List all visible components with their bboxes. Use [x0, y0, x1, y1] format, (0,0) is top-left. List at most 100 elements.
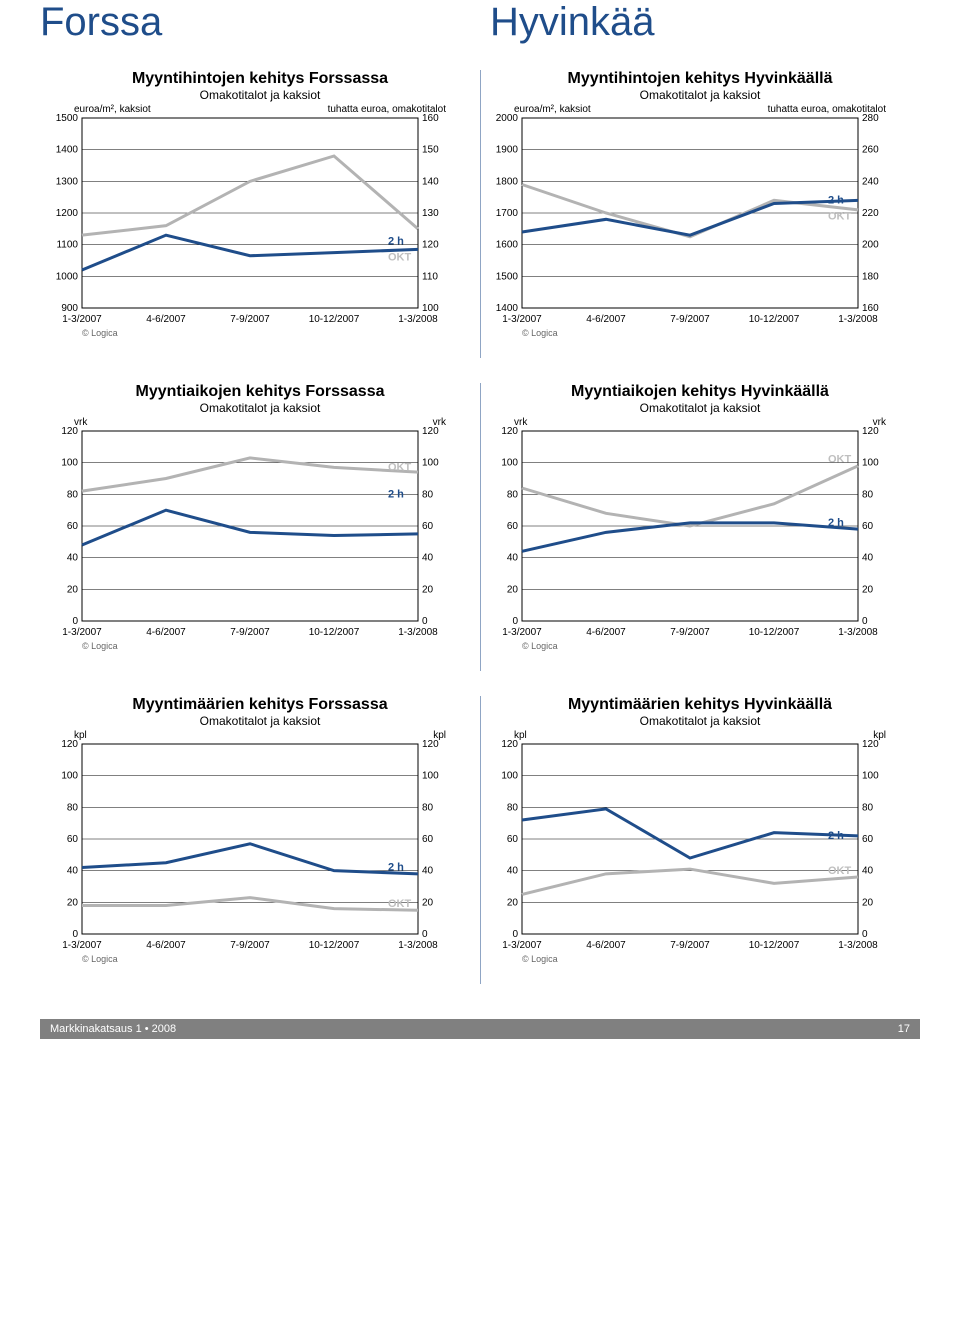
- y-left-label: euroa/m², kaksiot: [514, 104, 591, 115]
- svg-text:60: 60: [422, 521, 434, 532]
- vertical-divider: [480, 383, 481, 671]
- svg-text:20: 20: [862, 897, 874, 908]
- svg-text:2 h: 2 h: [388, 489, 404, 501]
- svg-text:1100: 1100: [56, 240, 78, 251]
- svg-text:10-12/2007: 10-12/2007: [749, 940, 800, 951]
- svg-text:130: 130: [422, 208, 439, 219]
- svg-text:80: 80: [422, 489, 434, 500]
- svg-text:20: 20: [422, 897, 434, 908]
- y-right-label: tuhatta euroa, omakotitalot: [768, 104, 886, 115]
- svg-text:40: 40: [862, 866, 874, 877]
- y-left-label: euroa/m², kaksiot: [74, 104, 151, 115]
- svg-text:7-9/2007: 7-9/2007: [230, 314, 270, 325]
- row-times: Myyntiaikojen kehitys Forssassa Omakotita…: [40, 383, 920, 671]
- svg-text:4-6/2007: 4-6/2007: [146, 940, 186, 951]
- y-right-label: kpl: [433, 730, 446, 741]
- svg-text:4-6/2007: 4-6/2007: [146, 314, 186, 325]
- svg-text:1400: 1400: [496, 303, 519, 314]
- y-left-label: vrk: [514, 417, 527, 428]
- svg-text:100: 100: [422, 458, 439, 469]
- chart-subtitle: Omakotitalot ja kaksiot: [490, 88, 910, 102]
- svg-text:10-12/2007: 10-12/2007: [749, 314, 800, 325]
- svg-text:© Logica: © Logica: [82, 328, 118, 338]
- svg-text:20: 20: [862, 584, 874, 595]
- chart-title: Myyntihintojen kehitys Hyvinkäällä: [490, 70, 910, 88]
- svg-text:80: 80: [862, 489, 874, 500]
- svg-text:100: 100: [422, 303, 439, 314]
- svg-text:1500: 1500: [496, 271, 519, 282]
- svg-text:1-3/2007: 1-3/2007: [502, 627, 542, 638]
- chart-area: euroa/m², kaksiottuhatta euroa, omakotit…: [490, 108, 910, 358]
- y-right-label: kpl: [873, 730, 886, 741]
- svg-text:80: 80: [507, 802, 519, 813]
- chart-title: Myyntiaikojen kehitys Hyvinkäällä: [490, 383, 910, 401]
- svg-text:OKT: OKT: [828, 210, 852, 222]
- svg-text:60: 60: [507, 834, 519, 845]
- svg-text:10-12/2007: 10-12/2007: [309, 627, 360, 638]
- svg-text:1-3/2008: 1-3/2008: [398, 314, 438, 325]
- svg-text:40: 40: [67, 553, 79, 564]
- svg-text:10-12/2007: 10-12/2007: [309, 314, 360, 325]
- chart-title: Myyntimäärien kehitys Hyvinkäällä: [490, 696, 910, 714]
- svg-text:100: 100: [501, 458, 518, 469]
- svg-text:120: 120: [422, 240, 439, 251]
- svg-text:40: 40: [422, 866, 434, 877]
- svg-text:1000: 1000: [56, 271, 79, 282]
- svg-text:0: 0: [72, 616, 78, 627]
- svg-text:1-3/2008: 1-3/2008: [398, 627, 438, 638]
- chart-subtitle: Omakotitalot ja kaksiot: [490, 401, 910, 415]
- svg-text:OKT: OKT: [388, 898, 412, 910]
- chart-title: Myyntihintojen kehitys Forssassa: [50, 70, 470, 88]
- svg-text:1800: 1800: [496, 176, 519, 187]
- svg-text:7-9/2007: 7-9/2007: [230, 627, 270, 638]
- svg-text:2 h: 2 h: [388, 862, 404, 874]
- title-row: Forssa Hyvinkää: [40, 0, 920, 45]
- chart-forssa-count: Myyntimäärien kehitys ForssassaOmakotita…: [40, 696, 480, 984]
- svg-text:60: 60: [67, 521, 79, 532]
- vertical-divider: [480, 70, 481, 358]
- svg-text:240: 240: [862, 176, 879, 187]
- svg-text:© Logica: © Logica: [522, 954, 558, 964]
- svg-text:1-3/2007: 1-3/2007: [62, 314, 102, 325]
- svg-text:200: 200: [862, 240, 879, 251]
- svg-text:60: 60: [507, 521, 519, 532]
- svg-text:4-6/2007: 4-6/2007: [146, 627, 186, 638]
- svg-text:60: 60: [862, 834, 874, 845]
- svg-text:20: 20: [67, 897, 79, 908]
- y-right-label: vrk: [873, 417, 886, 428]
- svg-text:0: 0: [72, 929, 78, 940]
- svg-text:7-9/2007: 7-9/2007: [670, 940, 710, 951]
- svg-text:1-3/2008: 1-3/2008: [838, 940, 878, 951]
- chart-hyvinkaa-time: Myyntiaikojen kehitys HyvinkäälläOmakoti…: [480, 383, 920, 671]
- chart-title: Myyntiaikojen kehitys Forssassa: [50, 383, 470, 401]
- y-left-label: kpl: [74, 730, 87, 741]
- chart-hyvinkaa-price: Myyntihintojen kehitys HyvinkäälläOmakot…: [480, 70, 920, 358]
- svg-text:1300: 1300: [56, 176, 79, 187]
- chart-subtitle: Omakotitalot ja kaksiot: [490, 714, 910, 728]
- svg-text:© Logica: © Logica: [82, 954, 118, 964]
- vertical-divider: [480, 696, 481, 984]
- svg-text:40: 40: [422, 553, 434, 564]
- svg-text:0: 0: [512, 929, 518, 940]
- svg-text:150: 150: [422, 145, 439, 156]
- svg-text:220: 220: [862, 208, 879, 219]
- chart-area: kplkpl0020204040606080801001001201201-3/…: [50, 734, 470, 984]
- title-hyvinkaa: Hyvinkää: [480, 0, 920, 45]
- row-prices: Myyntihintojen kehitys Forssassa Omakotit…: [40, 70, 920, 358]
- svg-text:7-9/2007: 7-9/2007: [670, 314, 710, 325]
- svg-text:4-6/2007: 4-6/2007: [586, 940, 626, 951]
- chart-forssa-price: Myyntihintojen kehitys ForssassaOmakotit…: [40, 70, 480, 358]
- svg-text:OKT: OKT: [388, 462, 412, 474]
- svg-text:0: 0: [862, 616, 868, 627]
- chart-title: Myyntimäärien kehitys Forssassa: [50, 696, 470, 714]
- svg-text:80: 80: [422, 802, 434, 813]
- svg-text:20: 20: [507, 584, 519, 595]
- footer-text: Markkinakatsaus 1 • 2008: [50, 1023, 176, 1035]
- svg-text:100: 100: [862, 458, 879, 469]
- svg-text:1-3/2007: 1-3/2007: [62, 940, 102, 951]
- svg-text:80: 80: [67, 802, 79, 813]
- svg-text:© Logica: © Logica: [522, 328, 558, 338]
- svg-text:80: 80: [67, 489, 79, 500]
- svg-text:180: 180: [862, 271, 879, 282]
- svg-text:140: 140: [422, 176, 439, 187]
